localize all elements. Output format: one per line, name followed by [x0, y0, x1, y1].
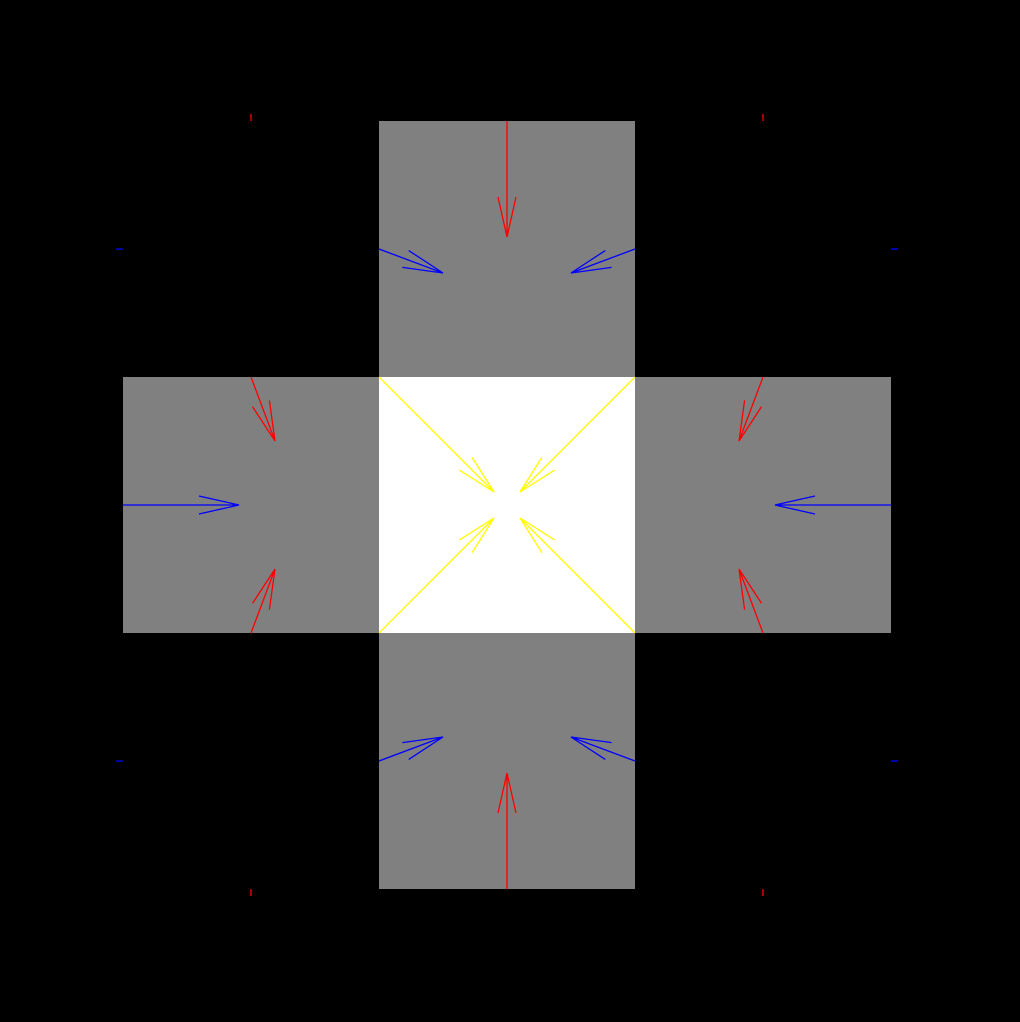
arrow-left-bottom-in: [250, 568, 276, 634]
arrow-bottom-right-in: [570, 736, 636, 762]
arrow-right-top-in: [738, 376, 764, 442]
arrow-right-left: [774, 495, 891, 515]
arrow-left-top-in: [250, 376, 276, 442]
arrow-top-down: [497, 121, 517, 238]
arrow-top-right-in: [570, 248, 636, 274]
arrow-center-se: [519, 517, 636, 634]
arrow-bottom-up: [497, 772, 517, 889]
arrows: [116, 114, 898, 896]
arrow-right-bottom-in: [738, 568, 764, 634]
arrow-center-sw: [378, 517, 495, 634]
arrow-center-ne: [519, 376, 636, 493]
arrow-top-left-in: [378, 248, 444, 274]
arrow-bottom-left-in: [378, 736, 444, 762]
arrow-center-nw: [378, 376, 495, 493]
arrow-left-right: [123, 495, 240, 515]
